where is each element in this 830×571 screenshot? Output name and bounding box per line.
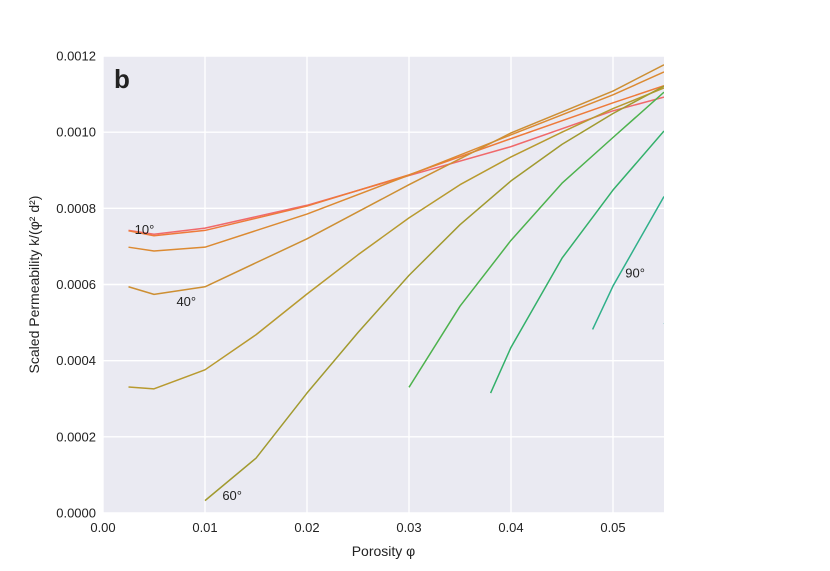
series-line-9 <box>663 323 664 325</box>
y-tick-labels: 0.0000 0.0002 0.0004 0.0006 0.0008 0.0010 0.00… <box>56 49 96 521</box>
y-tick-label: 0.0012 <box>56 49 96 64</box>
x-tick-labels: 0.00 0.01 0.02 0.03 0.04 0.05 <box>90 520 625 535</box>
series-line-7 <box>489 130 664 394</box>
x-tick-label: 0.02 <box>294 520 319 535</box>
y-axis-label: Scaled Permeability k/(φ² d²) <box>26 196 42 374</box>
series-line-5 <box>204 85 664 502</box>
series-line-4 <box>128 87 664 390</box>
x-tick-label: 0.01 <box>192 520 217 535</box>
panel-label: b <box>114 64 130 94</box>
x-axis-label: Porosity φ <box>352 543 416 559</box>
angle-annotations: 10° 40° 60° 90° <box>135 222 645 503</box>
x-tick-label: 0.03 <box>396 520 421 535</box>
gridlines <box>102 55 664 514</box>
series-line-3 <box>128 64 664 296</box>
x-tick-label: 0.00 <box>90 520 115 535</box>
x-tick-label: 0.05 <box>600 520 625 535</box>
series-lines <box>128 64 664 502</box>
angle-annotation: 40° <box>176 294 196 309</box>
y-tick-label: 0.0002 <box>56 429 96 444</box>
x-tick-label: 0.04 <box>498 520 523 535</box>
angle-annotation: 90° <box>625 266 645 281</box>
y-tick-label: 0.0004 <box>56 353 96 368</box>
series-line-8 <box>591 196 664 330</box>
series-line-1 <box>128 84 664 237</box>
angle-annotation: 10° <box>135 222 155 237</box>
y-tick-label: 0.0010 <box>56 125 96 140</box>
series-line-6 <box>408 91 664 388</box>
series-line-2 <box>128 71 664 252</box>
y-tick-label: 0.0006 <box>56 277 96 292</box>
y-tick-label: 0.0008 <box>56 201 96 216</box>
y-tick-label: 0.0000 <box>56 506 96 521</box>
angle-annotation: 60° <box>222 488 242 503</box>
